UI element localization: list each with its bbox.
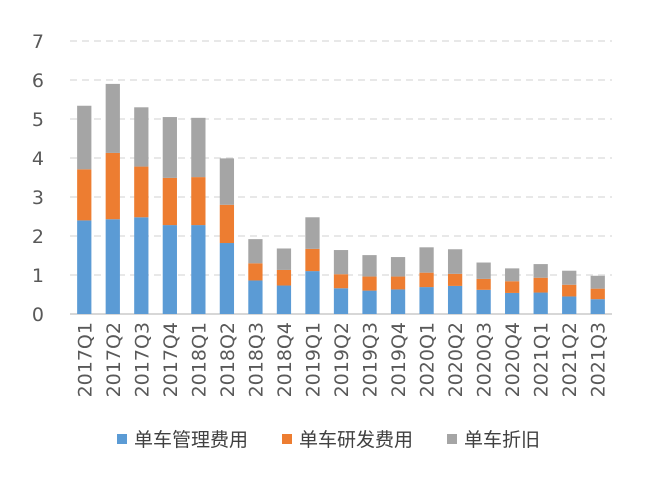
bar-segment <box>276 269 292 286</box>
x-tick-label: 2020Q3 <box>474 322 496 397</box>
bar-segment <box>476 262 491 279</box>
bar-segment <box>447 249 463 274</box>
x-tick-label: 2018Q3 <box>245 322 267 397</box>
bar-segment <box>77 169 92 221</box>
bar-segment <box>77 220 92 314</box>
x-tick-label: 2017Q3 <box>131 322 153 397</box>
y-tick-label: 6 <box>32 70 44 92</box>
legend: 单车管理费用 单车研发费用 单车折旧 <box>0 425 657 452</box>
bar-segment <box>505 268 520 282</box>
bar-segment <box>362 290 377 314</box>
bar-segment <box>390 257 406 277</box>
x-tick-label: 2020Q1 <box>417 322 439 397</box>
y-tick-label: 3 <box>32 187 44 209</box>
bar-segment <box>533 292 548 314</box>
bar-segment <box>162 225 177 314</box>
bar-segment <box>105 152 120 220</box>
y-tick-label: 1 <box>32 265 44 287</box>
x-tick-label: 2018Q1 <box>188 322 210 397</box>
bar-segment <box>105 219 120 314</box>
bar-segment <box>134 107 149 167</box>
bar-segment <box>276 248 292 270</box>
x-tick-label: 2019Q2 <box>331 322 353 397</box>
bar-segment <box>333 274 349 289</box>
bar-segment <box>533 264 548 278</box>
bar-segment <box>419 272 434 288</box>
y-tick-label: 4 <box>32 148 44 170</box>
bar-segment <box>562 284 577 297</box>
x-tick-label: 2019Q4 <box>388 322 410 397</box>
legend-swatch <box>116 433 127 444</box>
bar-segment <box>191 117 206 178</box>
bar-segment <box>191 177 206 226</box>
x-tick-label: 2021Q3 <box>588 322 610 397</box>
bar-segment <box>276 285 292 314</box>
bar-segment <box>590 288 605 300</box>
bar-segment <box>562 270 577 285</box>
legend-label: 单车管理费用 <box>133 429 248 451</box>
bar-segment <box>447 285 463 314</box>
bar-segment <box>333 250 349 275</box>
x-tick-label: 2017Q4 <box>160 322 182 397</box>
x-tick-label: 2021Q2 <box>559 322 581 397</box>
bar-segment <box>305 271 320 314</box>
y-tick-label: 5 <box>32 109 44 131</box>
x-tick-label: 2019Q3 <box>360 322 382 397</box>
legend-item: 单车研发费用 <box>281 425 413 452</box>
bar-segment <box>162 177 177 226</box>
legend-swatch <box>447 433 457 444</box>
bar-segment <box>533 277 548 293</box>
bar-segment <box>362 276 377 291</box>
bar-segment <box>105 83 120 153</box>
x-tick-label: 2018Q4 <box>274 322 296 397</box>
legend-item: 单车管理费用 <box>116 425 248 452</box>
bar-segment <box>305 217 320 249</box>
bar-segment <box>590 275 605 289</box>
x-tick-label: 2017Q1 <box>74 322 96 397</box>
bar-segment <box>362 255 377 277</box>
bar-segment <box>419 287 434 314</box>
y-tick-label: 7 <box>32 31 44 53</box>
bar-segment <box>333 288 349 314</box>
bar-segment <box>505 292 520 314</box>
bar-segment <box>390 289 406 314</box>
bar-segment <box>191 225 206 314</box>
x-tick-label: 2019Q1 <box>302 322 324 397</box>
x-tick-label: 2020Q4 <box>502 322 524 397</box>
stacked-bar-chart: 0 1 2 3 4 5 6 7 2017Q1 2017Q2 2017Q3 2017Q4 2018Q1 20… <box>32 31 612 397</box>
legend-label: 单车研发费用 <box>298 429 413 451</box>
y-tick-label: 0 <box>32 304 44 326</box>
bar-segment <box>162 117 177 178</box>
legend-swatch <box>281 433 292 444</box>
bar-segment <box>476 289 491 314</box>
bar-segment <box>305 248 320 272</box>
x-tick-label: 2020Q2 <box>445 322 467 397</box>
legend-item: 单车折旧 <box>447 425 540 452</box>
legend-label: 单车折旧 <box>464 429 541 451</box>
bar-segment <box>248 280 263 314</box>
bar-segment <box>248 239 263 264</box>
bar-segment <box>419 247 434 273</box>
bar-segment <box>590 299 605 314</box>
bar-segment <box>476 278 491 290</box>
bar-segment <box>219 243 235 314</box>
bar-segment <box>447 273 463 286</box>
y-tick-label: 2 <box>32 226 44 248</box>
bar-segment <box>134 166 149 218</box>
x-tick-label: 2017Q2 <box>103 322 125 397</box>
bar-segment <box>77 105 92 170</box>
x-tick-label: 2021Q1 <box>531 322 553 397</box>
bar-segment <box>219 204 235 244</box>
bar-segment <box>390 276 406 290</box>
x-tick-label: 2018Q2 <box>217 322 239 397</box>
bar-segment <box>248 263 263 281</box>
bar-segment <box>505 281 520 293</box>
bar-segment <box>562 296 577 314</box>
bar-segment <box>219 158 235 205</box>
bar-segment <box>134 217 149 314</box>
